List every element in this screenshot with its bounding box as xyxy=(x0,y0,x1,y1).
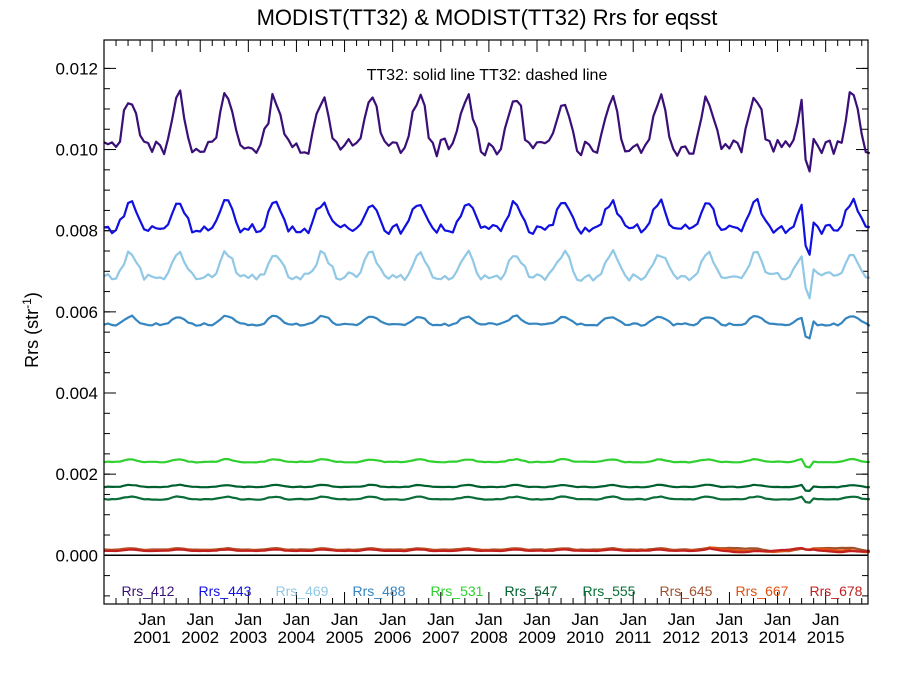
x-tick-label-year: 2006 xyxy=(374,628,412,647)
legend: Rrs_412 Rrs_443 Rrs_469 Rrs_488 Rrs_531 Rrs_5… xyxy=(122,583,863,599)
x-tick-label-year: 2002 xyxy=(181,628,219,647)
chart-title: MODIST(TT32) & MODIST(TT32) Rrs for eqss… xyxy=(257,5,718,30)
legend-entry-rrs-488: Rrs_488 xyxy=(353,583,406,599)
x-tick-label-year: 2010 xyxy=(566,628,604,647)
legend-entry-rrs-531: Rrs_531 xyxy=(431,583,484,599)
x-tick-label-year: 2004 xyxy=(278,628,316,647)
x-tick-label-month: Jan xyxy=(620,610,647,629)
y-axis-label-text: Rrs (str xyxy=(22,309,42,368)
y-tick-label: 0.008 xyxy=(55,222,98,241)
x-tick-label-year: 2001 xyxy=(133,628,171,647)
x-tick-label-year: 2005 xyxy=(326,628,364,647)
x-tick-label-month: Jan xyxy=(475,610,502,629)
x-tick-label-month: Jan xyxy=(283,610,310,629)
legend-entry-rrs-555: Rrs_555 xyxy=(583,583,636,599)
x-tick-label-month: Jan xyxy=(379,610,406,629)
x-tick-label-month: Jan xyxy=(187,610,214,629)
x-tick-label-month: Jan xyxy=(523,610,550,629)
legend-entry-rrs-667: Rrs_667 xyxy=(736,583,789,599)
x-tick-label-year: 2015 xyxy=(807,628,845,647)
y-tick-label: 0.000 xyxy=(55,546,98,565)
x-tick-label-year: 2011 xyxy=(615,628,652,647)
y-tick-label: 0.006 xyxy=(55,303,98,322)
series-line-rrs-678 xyxy=(103,546,870,554)
legend-entry-rrs-547: Rrs_547 xyxy=(505,583,558,599)
series-line-rrs-412 xyxy=(103,89,871,173)
x-tick-label-month: Jan xyxy=(138,610,165,629)
x-tick-label-month: Jan xyxy=(235,610,262,629)
legend-entry-rrs-645: Rrs_645 xyxy=(660,583,713,599)
x-tick-label-year: 2014 xyxy=(759,628,797,647)
x-tick-label-month: Jan xyxy=(571,610,598,629)
y-tick-label: 0.004 xyxy=(55,384,98,403)
x-tick-label-month: Jan xyxy=(716,610,743,629)
x-tick-label-month: Jan xyxy=(427,610,454,629)
series-line-rrs-488 xyxy=(103,314,871,340)
x-tick-label-month: Jan xyxy=(668,610,695,629)
y-tick-label: 0.002 xyxy=(55,465,98,484)
series-layer xyxy=(103,89,871,554)
x-tick-label-month: Jan xyxy=(812,610,839,629)
x-tick-label-year: 2008 xyxy=(470,628,508,647)
legend-entry-rrs-678: Rrs_678 xyxy=(810,583,863,599)
x-tick-label-year: 2007 xyxy=(422,628,460,647)
x-tick-label-year: 2009 xyxy=(518,628,556,647)
y-axis-label: Rrs (str-1) xyxy=(20,292,42,368)
x-tick-label-year: 2003 xyxy=(229,628,267,647)
legend-entry-rrs-443: Rrs_443 xyxy=(199,583,252,599)
series-line-rrs-531 xyxy=(103,458,870,469)
plot-frame xyxy=(103,39,869,605)
y-axis-label-sup: -1 xyxy=(20,298,34,309)
series-line-rrs-469 xyxy=(103,249,870,300)
x-tick-label-year: 2013 xyxy=(711,628,749,647)
chart-subtitle: TT32: solid line TT32: dashed line xyxy=(367,67,608,84)
y-tick-label: 0.012 xyxy=(55,59,98,78)
x-tick-label-year: 2012 xyxy=(662,628,700,647)
y-axis-label-close: ) xyxy=(22,292,42,298)
axes-layer: 0.0000.0020.0040.0060.0080.0100.012Jan20… xyxy=(55,40,868,647)
series-line-rrs-555 xyxy=(103,495,870,504)
legend-entry-rrs-412: Rrs_412 xyxy=(122,583,175,599)
x-tick-label-month: Jan xyxy=(764,610,791,629)
series-line-rrs-547 xyxy=(103,483,870,492)
legend-entry-rrs-469: Rrs_469 xyxy=(276,583,329,599)
series-line-rrs-443 xyxy=(103,197,870,256)
x-tick-label-month: Jan xyxy=(331,610,358,629)
y-tick-label: 0.010 xyxy=(55,141,98,160)
